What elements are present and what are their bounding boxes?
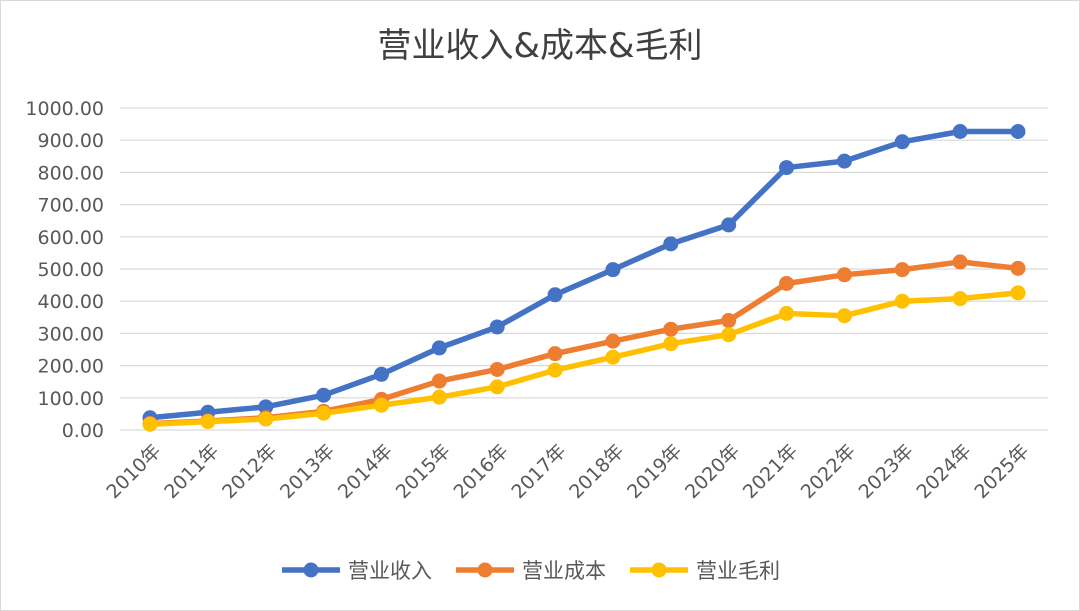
data-point <box>721 313 737 329</box>
data-point <box>316 387 332 403</box>
data-point <box>489 379 505 395</box>
x-tick-label: 2023年 <box>855 440 918 503</box>
data-point <box>258 399 274 415</box>
y-tick-label: 600.00 <box>38 227 104 249</box>
series-lines <box>142 124 1026 432</box>
data-point <box>721 217 737 233</box>
x-tick-label: 2021年 <box>739 440 802 503</box>
series-3 <box>142 285 1026 432</box>
y-tick-label: 100.00 <box>38 388 104 410</box>
data-point <box>547 346 563 362</box>
y-tick-label: 900.00 <box>38 130 104 152</box>
x-tick-label: 2022年 <box>797 440 860 503</box>
legend-item: 营业毛利 <box>630 559 780 583</box>
data-point <box>663 236 679 252</box>
data-point <box>605 262 621 278</box>
data-point <box>373 366 389 382</box>
legend-marker <box>651 562 667 578</box>
x-tick-label: 2016年 <box>450 440 513 503</box>
data-point <box>894 293 910 309</box>
legend-label: 营业成本 <box>522 559 606 583</box>
x-tick-label: 2018年 <box>565 440 628 503</box>
x-tick-label: 2019年 <box>623 440 686 503</box>
y-tick-label: 500.00 <box>38 259 104 281</box>
series-line <box>147 290 1021 427</box>
x-axis-ticks: 2010年2011年2012年2013年2014年2015年2016年2017年… <box>102 440 1033 503</box>
data-point <box>605 349 621 365</box>
legend-label: 营业收入 <box>348 559 432 583</box>
y-tick-label: 400.00 <box>38 291 104 313</box>
data-point <box>721 327 737 343</box>
data-point <box>663 336 679 352</box>
data-point <box>431 373 447 389</box>
data-point <box>1010 285 1026 301</box>
data-point <box>547 362 563 378</box>
legend-marker <box>303 562 319 578</box>
data-point <box>894 134 910 150</box>
y-tick-label: 200.00 <box>38 356 104 378</box>
series-line <box>147 259 1021 427</box>
x-tick-label: 2015年 <box>392 440 455 503</box>
legend-item: 营业成本 <box>456 559 606 583</box>
data-point <box>952 254 968 270</box>
data-point <box>431 340 447 356</box>
x-tick-label: 2010年 <box>102 440 165 503</box>
data-point <box>1010 124 1026 140</box>
series-1 <box>142 124 1026 426</box>
x-tick-label: 2014年 <box>334 440 397 503</box>
data-point <box>836 267 852 283</box>
data-point <box>779 160 795 176</box>
y-tick-label: 700.00 <box>38 195 104 217</box>
legend-label: 营业毛利 <box>696 559 780 583</box>
x-tick-label: 2024年 <box>912 440 975 503</box>
data-point <box>779 275 795 291</box>
x-tick-label: 2013年 <box>276 440 339 503</box>
data-point <box>200 414 216 430</box>
data-point <box>952 124 968 140</box>
x-tick-label: 2017年 <box>507 440 570 503</box>
y-tick-label: 0.00 <box>62 420 104 442</box>
legend: 营业收入 营业成本 营业毛利 <box>282 559 780 583</box>
y-axis-ticks: 0.00 100.00 200.00 300.00 400.00 500.00 600.00… <box>25 98 104 442</box>
series-line <box>147 128 1021 421</box>
data-point <box>779 305 795 321</box>
data-point <box>836 153 852 169</box>
data-point <box>316 405 332 421</box>
x-tick-label: 2020年 <box>681 440 744 503</box>
chart-title: 营业收入&成本&毛利 <box>377 26 703 66</box>
data-point <box>258 411 274 427</box>
y-tick-label: 800.00 <box>38 162 104 184</box>
data-point <box>1010 260 1026 276</box>
data-point <box>373 397 389 413</box>
y-tick-label: 1000.00 <box>25 98 104 120</box>
data-point <box>894 262 910 278</box>
x-tick-label: 2012年 <box>218 440 281 503</box>
y-tick-label: 300.00 <box>38 323 104 345</box>
data-point <box>489 361 505 377</box>
data-point <box>142 416 158 432</box>
legend-marker <box>477 562 493 578</box>
data-point <box>836 308 852 324</box>
x-tick-label: 2025年 <box>970 440 1033 503</box>
x-tick-label: 2011年 <box>160 440 223 503</box>
data-point <box>605 333 621 349</box>
legend-item: 营业收入 <box>282 559 432 583</box>
data-point <box>489 319 505 335</box>
gridlines <box>120 107 1048 431</box>
data-point <box>952 291 968 307</box>
data-point <box>663 321 679 337</box>
data-point <box>547 287 563 303</box>
data-point <box>431 389 447 405</box>
